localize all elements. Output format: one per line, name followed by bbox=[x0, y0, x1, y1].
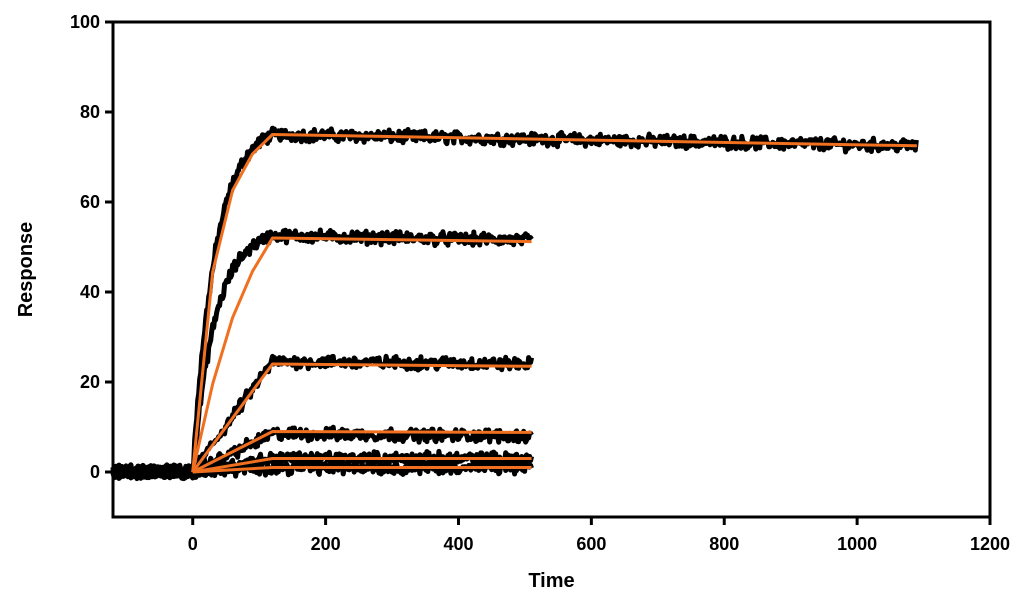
data-trace-1 bbox=[110, 125, 919, 481]
y-axis: 0 20 40 60 80 100 bbox=[70, 12, 113, 482]
y-axis-title: Response bbox=[15, 222, 37, 318]
fit-curve-1 bbox=[191, 133, 917, 473]
x-tick-label: 400 bbox=[443, 534, 473, 554]
y-tick-label: 100 bbox=[70, 12, 100, 32]
x-tick-label: 600 bbox=[576, 534, 606, 554]
fit-curve-5 bbox=[192, 457, 532, 474]
y-tick-label: 40 bbox=[80, 282, 100, 302]
x-tick-label: 1200 bbox=[970, 534, 1010, 554]
fit-curve-3 bbox=[191, 362, 532, 473]
fit-curves bbox=[191, 133, 917, 474]
x-axis-title: Time bbox=[528, 570, 574, 592]
y-tick-label: 0 bbox=[90, 462, 100, 482]
y-tick-label: 60 bbox=[80, 192, 100, 212]
plot-frame bbox=[111, 20, 992, 519]
x-tick-label: 1000 bbox=[837, 534, 877, 554]
data-traces bbox=[110, 125, 919, 482]
y-tick-label: 80 bbox=[80, 102, 100, 122]
x-axis: 0 200 400 600 800 1000 1200 bbox=[188, 517, 1010, 554]
y-tick-label: 20 bbox=[80, 372, 100, 392]
x-tick-label: 800 bbox=[709, 534, 739, 554]
fit-curve-6 bbox=[192, 466, 532, 474]
fit-curve-2 bbox=[191, 236, 532, 473]
x-tick-label: 200 bbox=[311, 534, 341, 554]
fit-curve-4 bbox=[192, 430, 532, 474]
x-tick-label: 0 bbox=[188, 534, 198, 554]
